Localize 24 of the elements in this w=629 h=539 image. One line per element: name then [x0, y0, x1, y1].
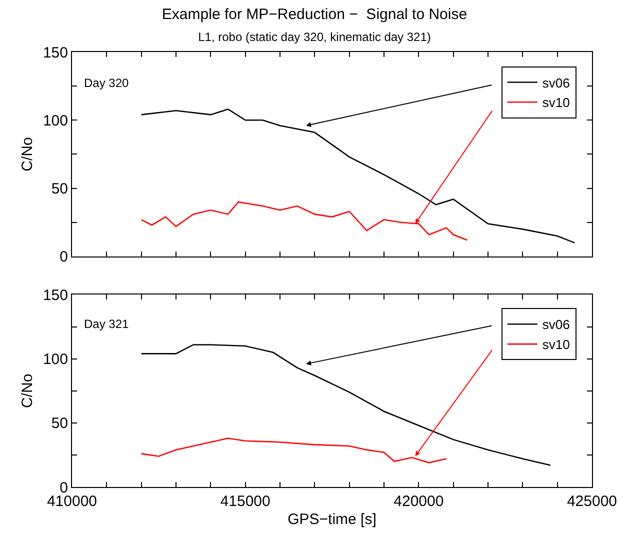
legend-label: sv06	[542, 317, 570, 332]
x-tick-label: 415000	[220, 493, 270, 510]
y-tick-label: 150	[42, 44, 68, 62]
legend-label: sv10	[542, 95, 570, 110]
x-axis-title: GPS−time [s]	[288, 511, 376, 528]
line-series	[140, 108, 576, 244]
y-tick-label: 0	[60, 248, 68, 266]
chart-subtitle: L1, robo (static day 320, kinematic day 321)	[198, 30, 431, 44]
annotation: Day 321	[84, 317, 130, 331]
line-series	[140, 438, 448, 464]
legend-label: sv06	[542, 75, 570, 90]
y-tick-label: 50	[51, 180, 68, 198]
x-tick-label: 425000	[566, 493, 618, 510]
y-axis-title: C/No	[19, 137, 36, 172]
line-series	[140, 201, 468, 241]
chart-title: Example for MP−Reduction − Signal to Noise	[162, 6, 468, 23]
legend-label: sv10	[542, 337, 570, 352]
y-tick-label: 150	[42, 286, 68, 304]
x-tick-label: 420000	[394, 493, 444, 510]
y-tick-label: 50	[51, 415, 68, 432]
y-tick-label: 100	[42, 112, 68, 130]
annotation: Day 320	[84, 76, 130, 90]
y-axis-title: C/No	[19, 374, 36, 408]
y-tick-label: 100	[42, 351, 68, 368]
